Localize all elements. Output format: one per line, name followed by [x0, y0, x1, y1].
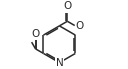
Text: O: O: [75, 20, 83, 30]
Text: O: O: [63, 1, 72, 11]
Text: N: N: [56, 58, 63, 68]
Text: O: O: [31, 29, 40, 39]
